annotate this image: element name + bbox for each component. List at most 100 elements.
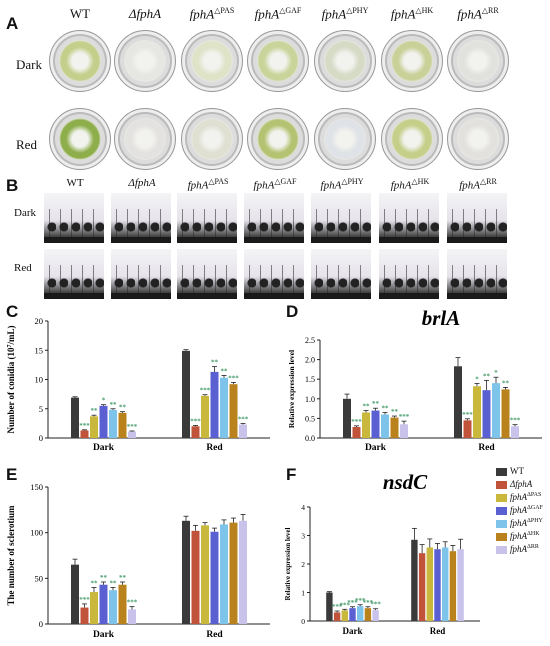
bar-dark-2 [90, 416, 98, 438]
bar-red-1 [191, 426, 200, 438]
panel-b-genotype-label-2: fphA△PAS [187, 177, 229, 192]
legend-swatch [496, 545, 507, 554]
significance-mark: *** [127, 423, 138, 431]
y-tick-label: 2.5 [305, 336, 315, 345]
significance-mark: ** [382, 405, 390, 413]
panel-b-genotype-label-1: ΔfphA [128, 177, 156, 189]
plate-red-3 [247, 108, 309, 170]
panel-a-genotype-label-2: fphA△PAS [189, 6, 235, 22]
significance-mark: *** [462, 411, 473, 419]
significance-mark: * [102, 397, 106, 405]
significance-mark: *** [190, 417, 201, 425]
panel-a-genotype-label-0: WT [69, 6, 91, 21]
bar-red-5 [501, 389, 510, 438]
significance-mark: ** [502, 379, 510, 387]
micrograph-red-5 [379, 249, 439, 299]
category-label-1: Red [206, 630, 223, 640]
y-tick-label: 15 [35, 345, 44, 355]
plate-dark-0 [49, 30, 111, 92]
significance-mark: *** [351, 418, 362, 426]
colony [257, 40, 299, 82]
category-label-0: Dark [343, 626, 363, 636]
bar-dark-4 [357, 606, 364, 621]
significance-mark: *** [347, 599, 358, 607]
bar-red-4 [220, 524, 228, 624]
colony [59, 40, 101, 82]
significance-mark: *** [370, 601, 381, 609]
bar-red-0 [454, 366, 462, 438]
bar-dark-6 [372, 610, 379, 621]
category-label-1: Red [206, 443, 223, 453]
y-axis-label: Relative expression level [287, 350, 296, 428]
panel-a-row-0: Dark [16, 57, 42, 72]
significance-mark: *** [332, 603, 343, 611]
bar-red-5 [229, 384, 238, 438]
bar-dark-3 [99, 584, 108, 624]
bar-dark-2 [90, 592, 98, 624]
plate-red-2 [181, 108, 243, 170]
bar-red-1 [418, 553, 426, 621]
panel-a-genotype-label-3: fphA△GAF [254, 6, 302, 22]
panel-a-genotype-label-6: fphA△RR [457, 6, 499, 22]
micrograph-dark-6 [447, 193, 507, 243]
micrograph-red-1 [111, 249, 171, 299]
bar-dark-0 [71, 564, 79, 624]
significance-mark: ** [483, 372, 491, 380]
bar-dark-5 [118, 584, 127, 624]
y-tick-label: 2.0 [305, 356, 315, 365]
plate-dark-2 [181, 30, 243, 92]
bar-dark-5 [364, 608, 372, 621]
y-tick-label: 0.0 [305, 434, 315, 443]
y-tick-label: 1.0 [305, 395, 315, 404]
y-tick-label: 0.5 [305, 414, 315, 423]
panel-letter-e: E [6, 465, 18, 484]
micrograph-dark-1 [111, 193, 171, 243]
colony [324, 40, 366, 82]
bar-red-5 [229, 522, 238, 624]
significance-mark: ** [91, 579, 99, 587]
colony [191, 118, 233, 160]
micrograph-dark-4 [311, 193, 371, 243]
chart-title: nsdC [383, 470, 428, 494]
panel-b-genotype-label-6: fphA△RR [459, 177, 497, 192]
micrograph-dark-5 [379, 193, 439, 243]
legend-item-5: fphAΔHK [496, 531, 540, 541]
significance-mark: *** [200, 387, 211, 395]
significance-mark: *** [363, 599, 374, 607]
bar-dark-6 [400, 424, 408, 438]
legend-swatch [496, 493, 507, 502]
significance-mark: *** [355, 597, 366, 605]
significance-mark: ** [91, 407, 99, 415]
plate-red-0 [49, 108, 111, 170]
panel-letter-c: C [6, 302, 19, 321]
category-label-0: Dark [93, 630, 115, 640]
bar-red-6 [239, 520, 247, 624]
panel-letter-a: A [6, 14, 19, 33]
bar-red-3 [210, 531, 219, 624]
significance-mark: *** [79, 422, 90, 430]
legend-swatch [496, 480, 507, 489]
micrograph-dark-2 [177, 193, 237, 243]
bar-dark-5 [118, 412, 127, 438]
legend-swatch [496, 506, 507, 515]
significance-mark: ** [100, 574, 108, 582]
legend-item-6: fphAΔRR [496, 544, 539, 554]
bar-red-6 [511, 426, 519, 438]
bar-red-3 [434, 549, 441, 621]
colony [124, 118, 166, 160]
category-label-0: Dark [93, 443, 115, 453]
legend-item-3: fphAΔGAF [496, 505, 543, 515]
colony [457, 118, 499, 160]
y-axis-label: The number of sclerotium [6, 505, 16, 605]
plate-dark-1 [114, 30, 176, 92]
bar-dark-0 [343, 398, 351, 438]
y-tick-label: 50 [35, 573, 44, 583]
bar-red-3 [210, 371, 219, 438]
y-tick-label: 10 [35, 375, 44, 385]
significance-mark: *** [79, 596, 90, 604]
legend-swatch [496, 467, 507, 476]
significance-mark: ** [110, 579, 118, 587]
